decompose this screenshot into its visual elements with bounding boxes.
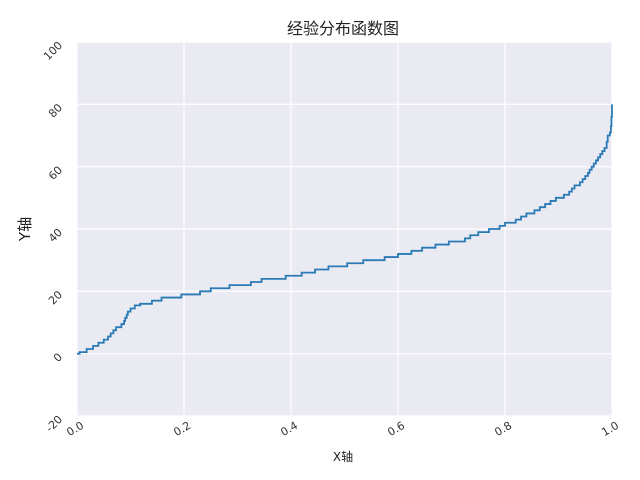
y-axis-label: Y轴 [16,217,34,242]
chart-title: 经验分布函数图 [287,19,399,38]
series-line-0 [77,104,613,355]
x-axis-label: X轴 [333,449,353,464]
series-layer [77,104,613,355]
